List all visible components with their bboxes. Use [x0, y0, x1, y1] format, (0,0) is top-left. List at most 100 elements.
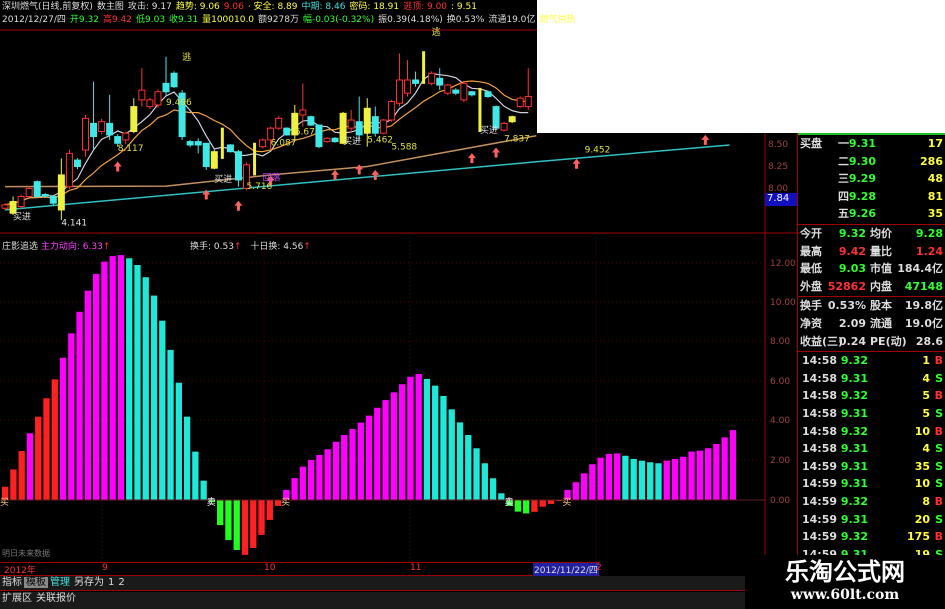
candlestick[interactable] [65, 149, 73, 189]
candlestick[interactable] [210, 149, 218, 170]
candlestick[interactable] [1, 203, 9, 210]
candlestick[interactable] [41, 193, 49, 198]
chart-canvas[interactable]: 12.00 10.00 8.00 6.00 4.00 2.00 0.00 9.496 8.117… [0, 0, 800, 562]
candlestick[interactable] [202, 142, 210, 170]
candlestick[interactable] [387, 99, 395, 122]
candlestick[interactable] [500, 121, 508, 132]
template-button[interactable]: 模板 [24, 577, 48, 588]
manage-button[interactable]: 管理 [50, 577, 70, 588]
candlestick[interactable] [57, 158, 65, 220]
candlestick[interactable] [267, 126, 275, 150]
quote-panel: 买盘一 9.31 17 二 9.30 286 三 9.29 48 四 9.28 81 五 9.26 35 今开… [797, 133, 945, 578]
candlestick[interactable] [323, 137, 331, 143]
candlestick[interactable] [154, 89, 162, 108]
candlestick[interactable] [106, 94, 114, 140]
candlestick[interactable] [484, 90, 492, 98]
candlestick[interactable] [98, 118, 106, 135]
candlestick[interactable] [33, 180, 41, 198]
candlestick[interactable] [25, 186, 33, 198]
candlestick[interactable] [122, 131, 130, 145]
candlestick[interactable] [90, 81, 98, 150]
candlestick[interactable] [478, 87, 482, 133]
candlestick[interactable] [412, 71, 420, 87]
quote-cell: 9.31 [840, 442, 868, 456]
candlestick[interactable] [234, 150, 242, 187]
candlestick[interactable] [371, 106, 379, 137]
candlestick[interactable] [444, 83, 452, 96]
candlestick[interactable] [243, 162, 250, 191]
quote-cell: B [934, 530, 943, 544]
candlestick[interactable] [283, 127, 291, 136]
candlestick[interactable] [73, 158, 81, 170]
candlestick[interactable] [428, 71, 436, 86]
candle-body [478, 87, 482, 133]
candlestick[interactable] [259, 138, 267, 149]
indicator-button[interactable]: 指标 [2, 577, 22, 588]
candlestick[interactable] [468, 90, 476, 97]
candlestick[interactable] [395, 53, 403, 107]
candlestick[interactable] [452, 88, 460, 96]
candlestick[interactable] [82, 115, 89, 157]
histogram-bar [332, 441, 340, 500]
page-2-button[interactable]: 2 [118, 577, 125, 588]
candlestick[interactable] [138, 68, 146, 107]
histogram-bar [76, 311, 83, 500]
candlestick[interactable] [331, 137, 339, 143]
candlestick[interactable] [379, 118, 387, 135]
blank-area [537, 0, 945, 133]
candlestick[interactable] [9, 196, 17, 215]
candlestick[interactable] [291, 104, 299, 140]
related-quotes-tab[interactable]: 关联报价 [36, 593, 76, 604]
page-1-button[interactable]: 1 [108, 577, 115, 588]
candlestick[interactable] [253, 142, 257, 176]
candlestick[interactable] [170, 71, 178, 89]
y-tick-label: 2.00 [770, 456, 790, 466]
candlestick[interactable] [347, 109, 355, 134]
histogram-bar [2, 486, 9, 500]
candlestick[interactable] [516, 96, 524, 108]
candle-body [9, 201, 17, 214]
quote-cell: 184.4亿 [897, 262, 943, 276]
candlestick[interactable] [299, 83, 307, 127]
candlestick[interactable] [275, 116, 283, 131]
candlestick[interactable] [226, 144, 234, 153]
candlestick[interactable] [178, 90, 186, 140]
save-as-button[interactable]: 另存为 [74, 577, 104, 588]
candlestick[interactable] [130, 98, 138, 134]
candlestick[interactable] [492, 105, 500, 131]
histogram-bar [134, 264, 141, 500]
ten-day-turnover: 十日换: 4.56 [250, 242, 304, 252]
candlestick[interactable] [186, 139, 194, 147]
candlestick[interactable] [508, 115, 516, 124]
histogram-bar [92, 274, 100, 500]
candlestick[interactable] [339, 111, 347, 145]
x-label: 10 [264, 563, 276, 573]
candle-body [516, 97, 524, 108]
candlestick[interactable] [114, 134, 122, 147]
candlestick[interactable] [524, 68, 532, 110]
candlestick[interactable] [355, 96, 363, 140]
candlestick[interactable] [315, 124, 323, 149]
candlestick[interactable] [307, 115, 315, 126]
candlestick[interactable] [49, 195, 57, 206]
candlestick[interactable] [162, 56, 170, 97]
histogram-bar [233, 500, 240, 550]
time-axis[interactable]: 2012年 9 10 11 2012/11/22/四 2 [0, 562, 602, 576]
histogram-bar [159, 320, 166, 500]
candle-body [1, 204, 9, 209]
candlestick[interactable] [220, 127, 224, 159]
chart-annotation: 买进 [214, 174, 232, 185]
quote-cell: 14:58 [802, 371, 838, 385]
candlestick[interactable] [146, 97, 154, 110]
candlestick[interactable] [436, 68, 444, 91]
candlestick[interactable] [363, 98, 371, 147]
candlestick[interactable] [404, 60, 411, 97]
candlestick[interactable] [194, 138, 202, 154]
candlestick[interactable] [422, 51, 426, 84]
candle-body [524, 96, 532, 108]
header-field: 深圳燃气(日线,前复权) [2, 2, 93, 12]
candlestick[interactable] [17, 194, 25, 209]
candlestick[interactable] [460, 81, 468, 103]
histogram-bar [274, 500, 282, 506]
extension-area-tab[interactable]: 扩展区 [2, 593, 32, 604]
